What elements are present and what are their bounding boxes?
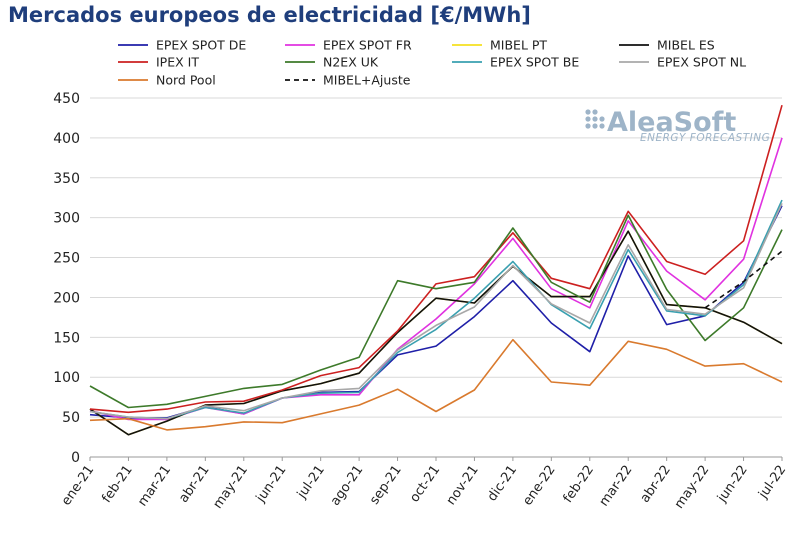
y-axis-ticks: 0 50 100 150 200 250 300 350 400 450 xyxy=(53,91,80,466)
legend-label: EPEX SPOT FR xyxy=(323,38,412,53)
gridlines xyxy=(90,97,782,458)
series-line-nord-pool xyxy=(89,338,783,431)
x-tick-label: abr-21 xyxy=(176,463,212,506)
x-tick-label: jul-22 xyxy=(755,463,789,502)
y-tick-label: 50 xyxy=(62,410,80,426)
logo-tagline: ENERGY FORECASTING xyxy=(640,132,770,144)
series-line-ipex-it xyxy=(89,104,783,414)
chart-title: Mercados europeos de electricidad [€/MWh… xyxy=(8,3,531,27)
y-tick-label: 150 xyxy=(53,330,80,346)
logo-name: AleaSoft xyxy=(607,107,736,138)
legend: EPEX SPOT DE EPEX SPOT FR MIBEL PT MIBEL ES… xyxy=(118,38,746,88)
y-tick-label: 100 xyxy=(53,370,80,386)
x-tick-label: mar-22 xyxy=(597,463,636,510)
legend-label: Nord Pool xyxy=(156,73,216,88)
series-line-mibel-ajuste xyxy=(704,250,783,309)
y-tick-label: 250 xyxy=(53,251,80,267)
legend-label: N2EX UK xyxy=(323,55,379,70)
y-tick-label: 300 xyxy=(53,211,80,227)
x-tick-label: jul-21 xyxy=(294,463,328,502)
x-tick-label: mar-21 xyxy=(135,463,174,510)
y-tick-label: 200 xyxy=(53,290,80,306)
legend-label: EPEX SPOT BE xyxy=(490,55,579,70)
x-tick-label: may-21 xyxy=(210,463,251,512)
x-tick-label: jun-22 xyxy=(714,463,751,506)
legend-label: EPEX SPOT NL xyxy=(657,55,746,70)
y-tick-label: 0 xyxy=(71,450,80,466)
y-tick-label: 450 xyxy=(53,91,80,107)
x-tick-label: abr-22 xyxy=(638,463,674,506)
legend-label: MIBEL ES xyxy=(657,38,715,53)
series-line-epex-spot-be xyxy=(89,199,783,420)
series-lines xyxy=(89,104,783,436)
series-line-epex-spot-nl xyxy=(89,202,783,420)
series-line-n2ex-uk xyxy=(89,214,783,409)
x-tick-label: ago-21 xyxy=(328,463,366,509)
x-tick-label: sep-21 xyxy=(367,463,405,508)
legend-label: MIBEL PT xyxy=(490,38,547,53)
legend-label: EPEX SPOT DE xyxy=(156,38,246,53)
legend-label: IPEX IT xyxy=(156,55,199,70)
x-tick-label: oct-21 xyxy=(407,463,443,506)
x-tick-label: ene-21 xyxy=(59,463,97,509)
legend-label: MIBEL+Ajuste xyxy=(323,73,411,88)
x-tick-label: dic-21 xyxy=(485,463,520,505)
x-tick-label: feb-21 xyxy=(99,463,135,506)
x-tick-label: jun-21 xyxy=(253,463,290,506)
y-tick-label: 400 xyxy=(53,131,80,147)
x-tick-label: feb-22 xyxy=(561,463,597,506)
y-tick-label: 350 xyxy=(53,171,80,187)
x-tick-label: nov-21 xyxy=(444,463,482,508)
aleasoft-logo: AleaSoft ENERGY FORECASTING xyxy=(585,107,770,144)
x-tick-label: ene-22 xyxy=(520,463,558,509)
x-tick-label: may-22 xyxy=(672,463,713,512)
